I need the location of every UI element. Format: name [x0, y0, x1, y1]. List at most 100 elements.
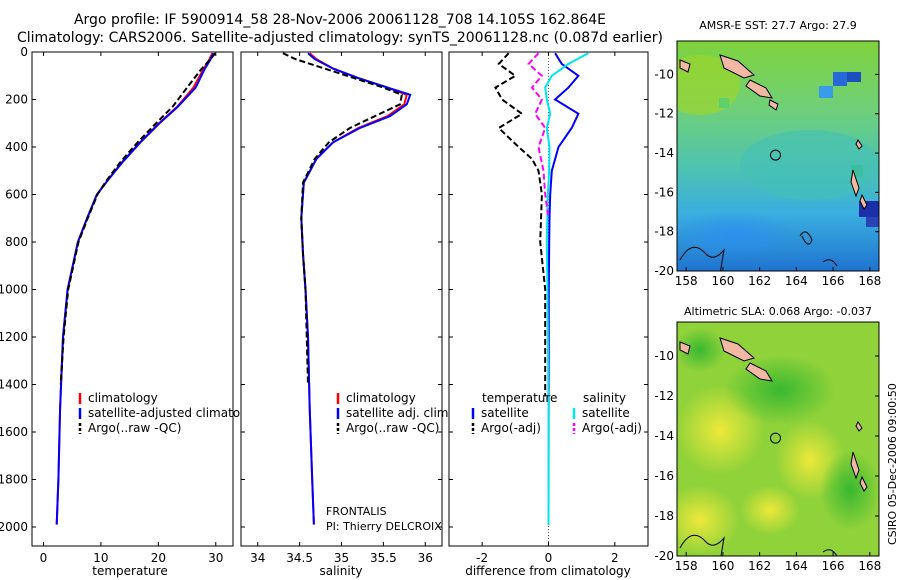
x-tick-label: 30 [208, 551, 223, 565]
map-y-tick-label: -16 [654, 469, 674, 483]
sla-argo-position-marker [770, 432, 782, 444]
sst-islands [679, 54, 868, 210]
sla-high-patch-4 [740, 485, 800, 535]
difference-xlabel: difference from climatology [465, 564, 631, 578]
sst-map-title: AMSR-E SST: 27.7 Argo: 27.9 [699, 19, 857, 32]
map-x-tick-label: 162 [748, 274, 771, 288]
sla-land-outline [679, 534, 838, 556]
temperature-x-ticks: 0 10 20 30 [40, 52, 223, 565]
salinity-legend-item-1-label: satellite adj. clim. [346, 406, 452, 420]
y-tick-label: 1600 [0, 425, 28, 439]
salinity-panel: 34 34.5 35 35.5 36 salinity climatologysatel… [240, 51, 452, 578]
x-tick-label: 34.5 [286, 551, 313, 565]
x-tick-label: 34 [250, 551, 265, 565]
y-tick-label: 1200 [0, 330, 28, 344]
sla-low-patch-2 [820, 450, 879, 530]
y-tick-label: 200 [5, 93, 28, 107]
difference-legend: temperaturesatelliteArgo(-adj)salinitysa… [471, 391, 642, 435]
map-x-tick-label: 160 [711, 274, 734, 288]
x-tick-label: -2 [476, 551, 488, 565]
map-x-tick-label: 158 [675, 559, 698, 573]
difference-panel: -2 0 2 difference from climatology tempera… [448, 51, 649, 578]
sla-low-patch-3 [677, 328, 725, 372]
pi-annotation: PI: Thierry DELCROIX [326, 520, 442, 533]
difference-legend-item-1-0-label: satellite [582, 406, 630, 420]
temperature-legend-item-0-label: climatology [88, 391, 158, 405]
series-line-difference-panel-3 [527, 52, 550, 219]
x-tick-label: 10 [93, 551, 108, 565]
map-y-tick-label: -14 [654, 146, 674, 160]
y-tick-label: 2000 [0, 520, 28, 534]
map-x-tick-label: 166 [822, 559, 845, 573]
series-line-salinity-panel-1 [300, 52, 412, 525]
map-y-tick-label: -16 [654, 185, 674, 199]
map-y-tick-label: -18 [654, 225, 674, 239]
map-y-tick-label: -14 [654, 429, 674, 443]
map-y-tick-label: -20 [654, 549, 674, 563]
x-tick-label: 20 [151, 551, 166, 565]
sla-x-ticks: 158 160 162 164 166 168 [675, 552, 881, 573]
sst-argo-position-marker [770, 149, 782, 161]
difference-legend-item-1-1-label: Argo(-adj) [582, 421, 642, 435]
temperature-axes-frame [31, 51, 234, 547]
difference-plot [494, 52, 589, 546]
salinity-axes-frame [240, 51, 443, 547]
temperature-panel: 0 10 20 30 0 200 400 600 800 1000 1200 1400 1600 180… [0, 45, 266, 578]
salinity-x-ticks: 34 34.5 35 35.5 36 [250, 52, 433, 565]
temperature-legend-item-1-label: satellite-adjusted climatology [88, 406, 266, 420]
sst-map-frame [676, 40, 880, 272]
temperature-y-ticks: 0 200 400 600 800 1000 1200 1400 1600 1800 2000 [0, 45, 36, 534]
series-line-difference-panel-1 [494, 52, 547, 397]
temperature-xlabel: temperature [92, 564, 167, 578]
sst-cool-patch [677, 210, 795, 260]
header-line-2: Climatology: CARS2006. Satellite-adjuste… [16, 30, 664, 46]
map-y-tick-label: -20 [654, 264, 674, 278]
map-x-tick-label: 164 [785, 559, 808, 573]
x-tick-label: 36 [418, 551, 433, 565]
map-x-tick-label: 160 [711, 559, 734, 573]
series-line-difference-panel-2 [544, 52, 589, 525]
y-tick-label: 400 [5, 140, 28, 154]
sla-y-ticks: -10 -12 -14 -16 -18 -20 [654, 349, 879, 563]
map-x-tick-label: 164 [785, 274, 808, 288]
sst-map: AMSR-E SST: 27.7 Argo: 27.9 [654, 19, 881, 288]
map-y-tick-label: -18 [654, 509, 674, 523]
temperature-legend-item-2-label: Argo(..raw -QC) [88, 421, 181, 435]
sst-field [677, 41, 879, 271]
difference-legend-item-0-1-label: Argo(-adj) [481, 421, 541, 435]
sst-y-ticks: -10 -12 -14 -16 -18 -20 [654, 67, 879, 278]
x-tick-label: 2 [611, 551, 619, 565]
salinity-legend-item-0-label: climatology [346, 391, 416, 405]
salinity-plot [282, 52, 412, 525]
x-tick-label: 35.5 [370, 551, 397, 565]
temperature-plot [55, 52, 216, 525]
x-tick-label: 0 [40, 551, 48, 565]
sla-islands [679, 337, 868, 492]
y-tick-label: 1400 [0, 378, 28, 392]
map-y-tick-label: -10 [654, 67, 674, 81]
map-x-tick-label: 158 [675, 274, 698, 288]
difference-x-ticks: -2 0 2 [476, 52, 619, 565]
series-line-temperature-panel-2 [59, 52, 216, 385]
difference-legend-item-0-0-label: satellite [481, 406, 529, 420]
series-line-salinity-panel-2 [282, 52, 403, 385]
y-tick-label: 0 [20, 45, 28, 59]
frontalis-annotation: FRONTALIS [326, 505, 387, 518]
salinity-xlabel: salinity [319, 564, 362, 578]
map-x-tick-label: 168 [858, 274, 881, 288]
difference-legend-title-0: temperature [482, 391, 557, 405]
map-y-tick-label: -12 [654, 107, 674, 121]
series-line-difference-panel-0 [547, 52, 580, 525]
sla-low-patch-1 [725, 355, 835, 425]
x-tick-label: 35 [334, 551, 349, 565]
y-tick-label: 1800 [0, 473, 28, 487]
sla-map: Altimetric SLA: 0.068 Argo: -0.037 [654, 305, 881, 573]
sla-map-title: Altimetric SLA: 0.068 Argo: -0.037 [684, 305, 872, 318]
sst-pixel-blocks [719, 72, 879, 227]
sst-land-outline [679, 231, 838, 271]
y-tick-label: 600 [5, 188, 28, 202]
map-x-tick-label: 168 [858, 559, 881, 573]
sst-x-ticks: 158 160 162 164 166 168 [675, 267, 881, 288]
